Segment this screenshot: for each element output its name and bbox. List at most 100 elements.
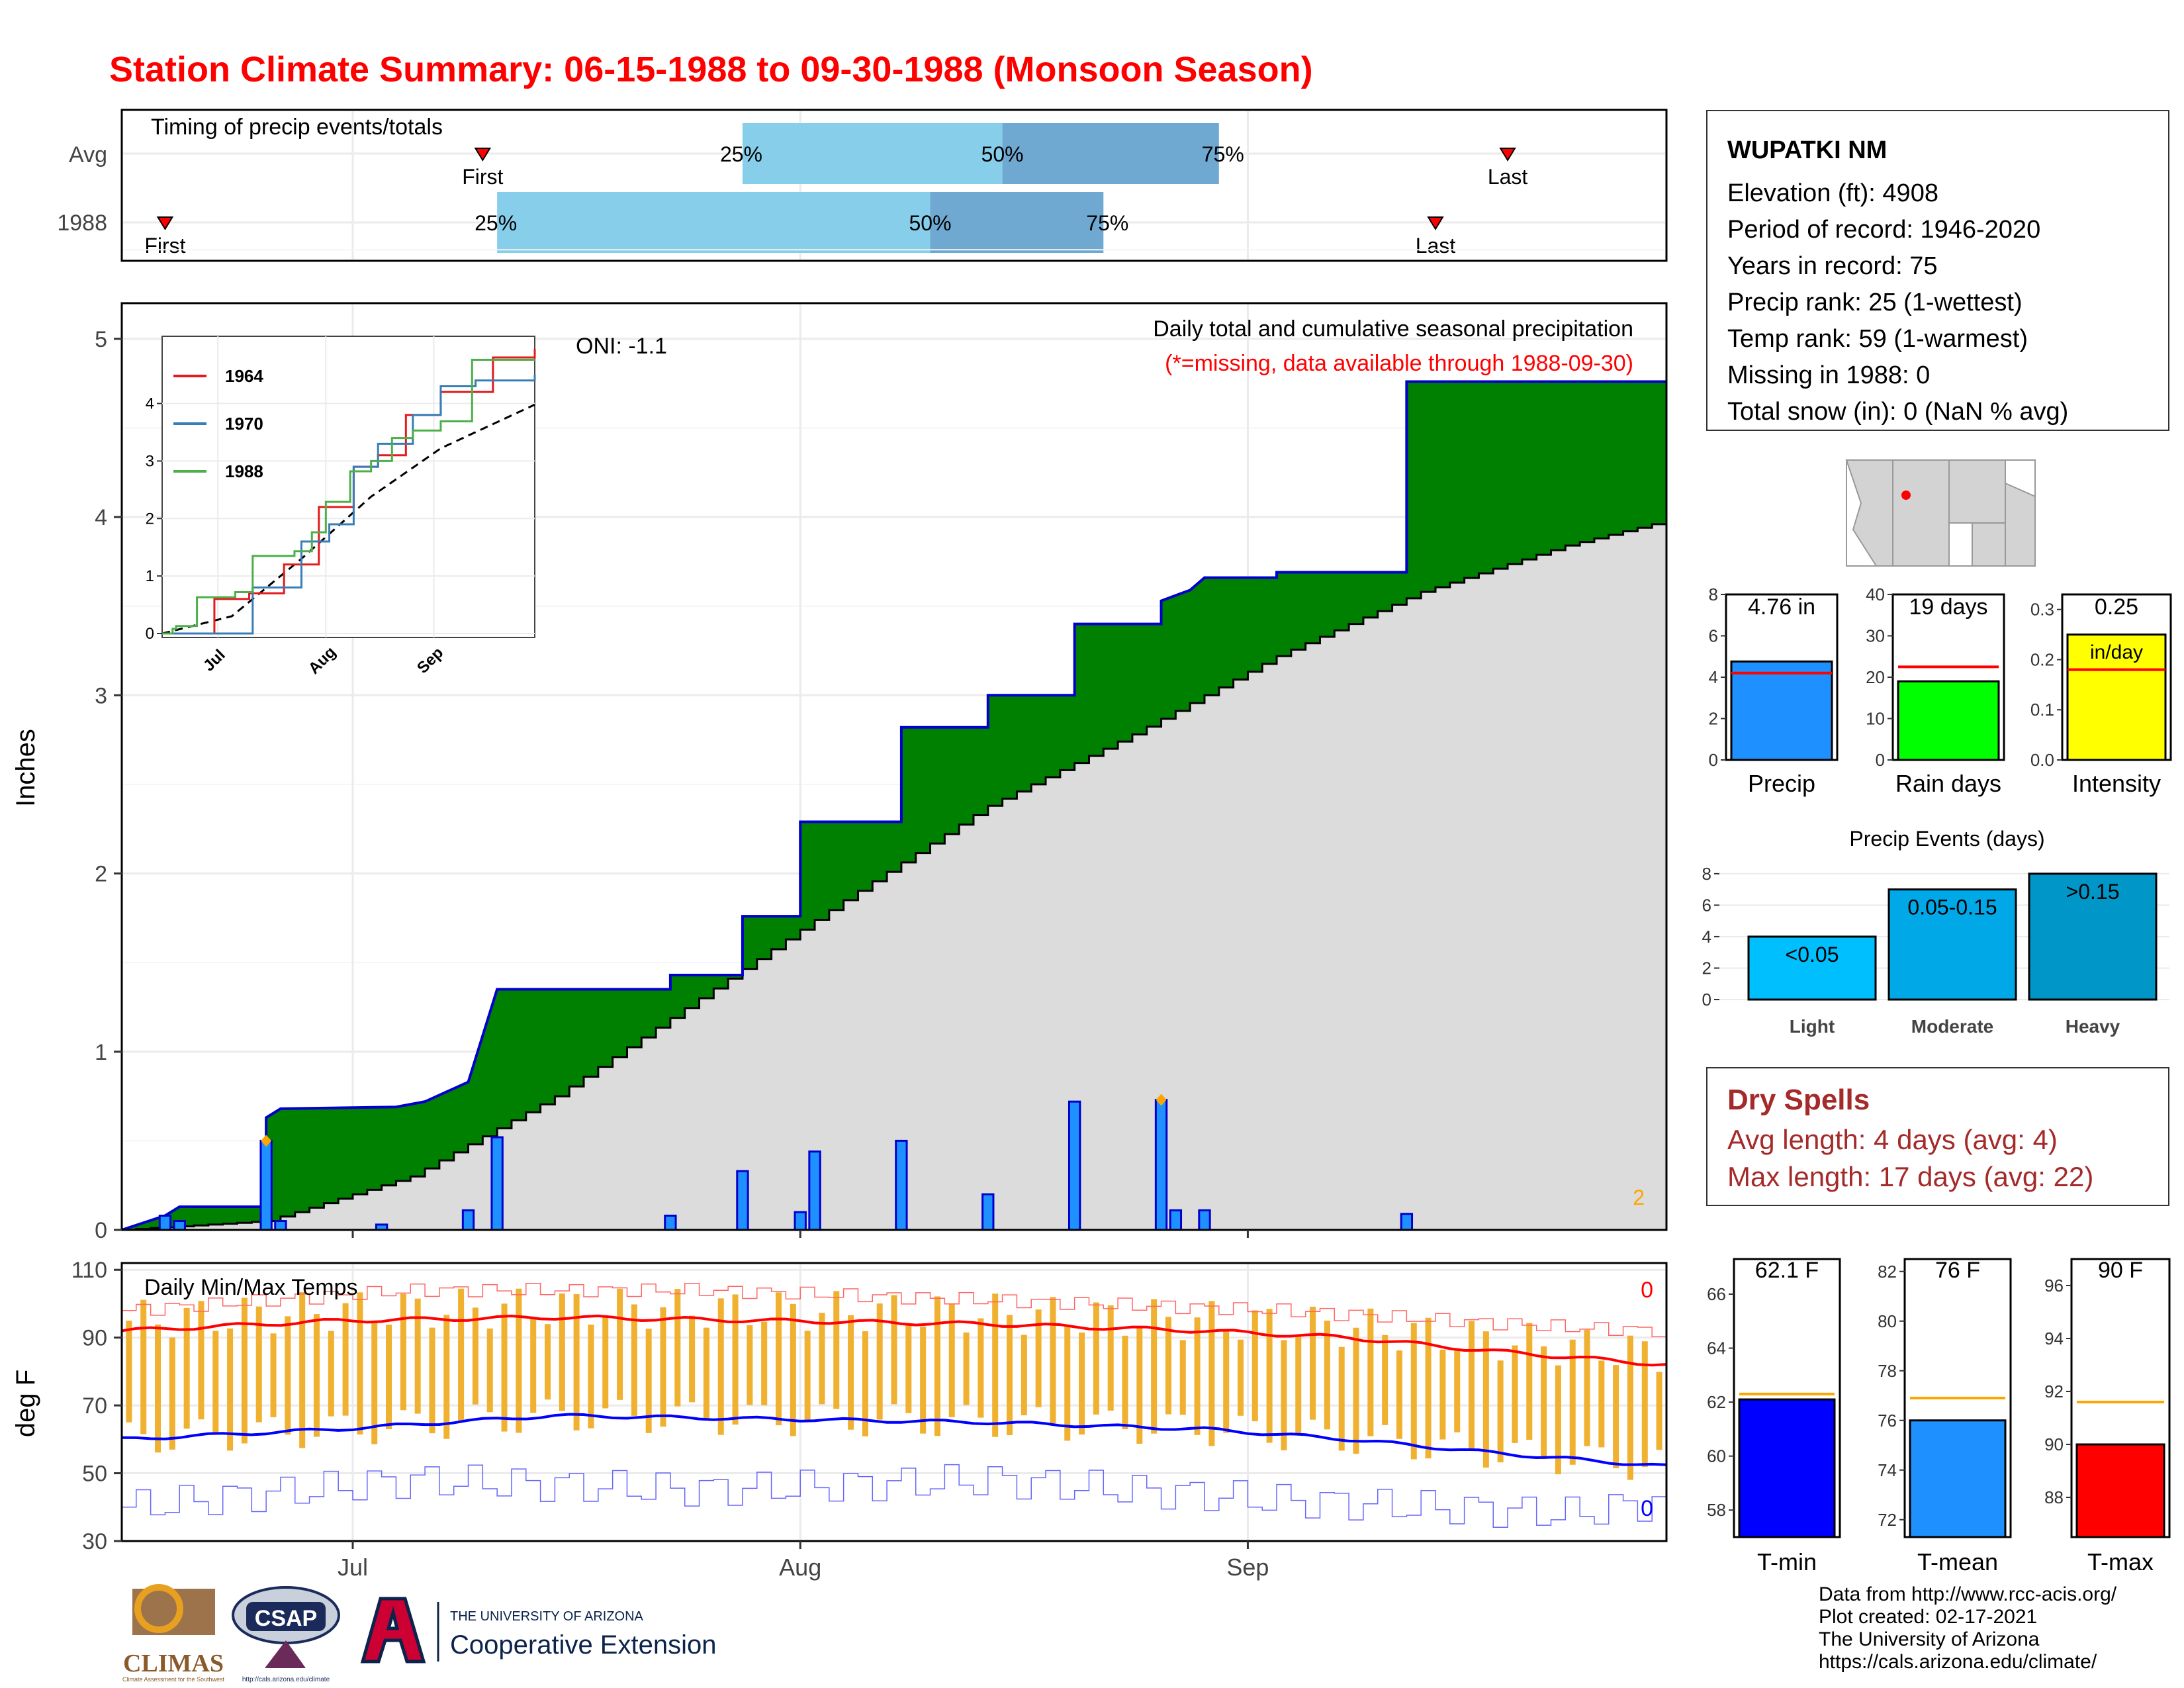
events-bar-light [1747,935,1877,1001]
missing-data-marker [261,1135,272,1147]
daily-temp-bar [674,1289,681,1407]
daily-temp-bar [645,1329,652,1433]
daily-temp-bar [1035,1309,1042,1407]
daily-temp-bar [1396,1350,1402,1439]
daily-temp-bar [155,1324,161,1453]
dry-spells-max: Max length: 17 days (avg: 22) [1727,1161,2094,1192]
timing-first-label: First [144,234,185,258]
daily-temp-bar [1569,1339,1576,1465]
precip-ytick-label: 4 [95,505,107,530]
temp-ytick-label: 30 [82,1529,107,1554]
summary-ytick-label: 20 [1866,667,1885,687]
inset-ytick-label: 4 [146,395,154,413]
station-temp-rank: Temp rank: 59 (1-warmest) [1727,325,2028,353]
temp-summary-bar-1 [1909,1419,2007,1538]
daily-temp-bar [1223,1329,1230,1433]
daily-temp-bar [429,1327,435,1434]
temp-summary-ytick-label: 60 [1707,1446,1726,1466]
daily-temp-bar [1122,1335,1128,1430]
daily-temp-bar [1598,1360,1605,1448]
summary-category-label-1: Rain days [1895,770,2001,797]
daily-temp-bar [1627,1335,1633,1480]
daily-temp-bar [1295,1335,1302,1434]
temp-summary-ytick-label: 74 [1878,1460,1897,1480]
daily-temp-bar [819,1313,825,1405]
tmax-record-line [122,1282,1667,1338]
average-cumulative-line [122,520,1668,1231]
daily-temp-bar [342,1303,349,1416]
daily-temp-bar [963,1332,970,1405]
summary-value-label-1: 19 days [1909,594,1987,620]
precip-ytick-label: 1 [95,1040,107,1065]
summary-ytick-label: 0.1 [2030,700,2054,720]
daily-temp-bar [1584,1329,1590,1446]
ua-line2: Cooperative Extension [450,1630,716,1660]
footer-line-url: https://cals.arizona.edu/climate/ [1819,1651,2097,1673]
daily-temp-bar [357,1292,363,1435]
csap-mountain-icon [265,1640,306,1668]
summary-unit-label-2: in/day [2090,641,2143,663]
temp-summary-value-2: 90 F [2098,1258,2143,1283]
precip-ylabel: Inches [11,729,40,807]
daily-temp-bar [501,1303,508,1432]
timing-p50-label: 50% [909,211,952,235]
month-label-sep: Sep [1226,1554,1269,1581]
events-value-label-heavy: >0.15 [2066,880,2120,904]
events-title: Precip Events (days) [1849,827,2044,851]
temp-ytick-label: 70 [82,1393,107,1419]
daily-temp-bar [804,1331,811,1423]
station-name: WUPATKI NM [1727,136,1888,164]
timing-p75-label: 75% [1086,211,1128,235]
daily-temp-bar [934,1296,940,1436]
daily-temp-bar [617,1288,623,1400]
daily-temp-bar [1382,1335,1388,1425]
daily-temp-bar [516,1288,522,1433]
inset-ytick-label: 3 [146,452,154,470]
daily-temp-bar [1641,1341,1648,1467]
oni-annotation: ONI: -1.1 [576,334,667,359]
daily-temp-bar [1179,1340,1186,1415]
daily-temp-bar [371,1322,378,1444]
events-value-label-light: <0.05 [1786,943,1839,966]
daily-temp-bar [126,1321,132,1423]
events-value-label-moderate: 0.05-0.15 [1907,896,1997,919]
precip-ytick-label: 2 [95,862,107,887]
precip-events-panel: Precip Events (days) 0 2 4 6 8 <0.05 Light 0.05… [1702,827,2169,1037]
locator-map [1845,459,2036,567]
daily-temp-bar [443,1315,450,1439]
daily-temp-bar [458,1288,465,1421]
daily-temp-bar [1281,1340,1287,1450]
temp-summary-ytick-label: 62 [1707,1392,1726,1412]
inset-legend-label-1988: 1988 [225,461,263,481]
events-category-label-heavy: Heavy [2066,1016,2120,1037]
events-bar-moderate [1888,888,2017,1001]
daily-temp-bar [948,1303,955,1417]
timing-row-avg-label: Avg [69,142,107,167]
station-period: Period of record: 1946-2020 [1727,216,2041,244]
daily-temp-bar [891,1295,897,1405]
temp-summary-ytick-label: 78 [1878,1361,1897,1381]
station-elevation: Elevation (ft): 4908 [1727,179,1938,207]
daily-temp-bar [1482,1331,1489,1468]
station-precip-rank: Precip rank: 25 (1-wettest) [1727,289,2023,316]
footer-line-university: The University of Arizona [1819,1628,2040,1650]
daily-temp-bar [1439,1349,1446,1440]
daily-temp-bar [198,1301,205,1420]
dry-spells-title: Dry Spells [1727,1084,1870,1116]
missing-data-marker [1156,1094,1167,1106]
daily-temp-bar [1208,1301,1215,1446]
daily-temp-bar [1194,1317,1201,1435]
daily-temp-bar [472,1307,478,1405]
summary-category-label-0: Precip [1748,770,1815,797]
summary-ytick-label: 6 [1709,626,1718,646]
timing-row-1988-label: 1988 [57,211,107,236]
daily-temp-bar [1079,1332,1085,1435]
temp-summary-ytick-label: 72 [1878,1510,1897,1530]
inset-legend-label-1970: 1970 [225,414,263,434]
daily-temp-bar [1093,1302,1099,1415]
timing-first-marker [474,148,492,162]
daily-temp-bar [1613,1365,1619,1469]
daily-temp-bar [299,1292,306,1448]
daily-precip-bar [490,1136,504,1231]
temp-summary-panels: 58 60 62 64 66 62.1 F T-min 72 74 76 78 80 82 76 F T-m… [1707,1258,2171,1575]
